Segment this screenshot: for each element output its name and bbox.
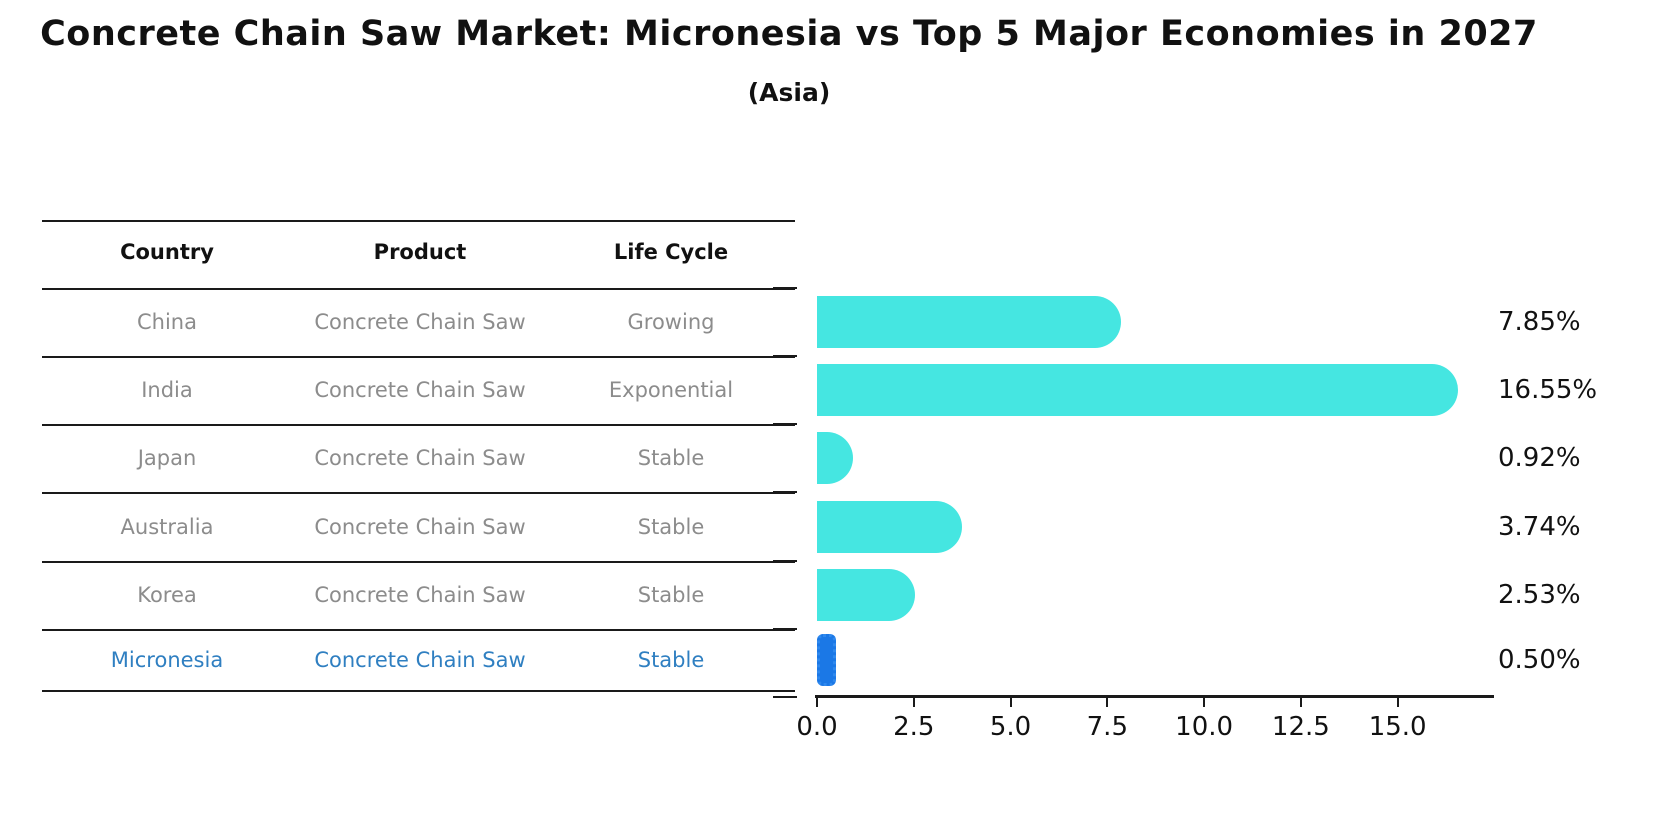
cell-life-cycle: Stable: [637, 446, 705, 470]
table-row-line: [42, 356, 795, 358]
x-axis-line: [815, 695, 1494, 698]
bar-value-label: 0.50%: [1498, 644, 1581, 675]
table-row: India Concrete Chain Saw Exponential: [42, 375, 795, 405]
cell-country: Japan: [137, 446, 197, 470]
cell-life-cycle: Stable: [637, 647, 705, 672]
x-axis-tick: [816, 697, 818, 707]
table-row: Japan Concrete Chain Saw Stable: [42, 443, 795, 473]
x-axis-tick-label: 10.0: [1175, 712, 1234, 742]
table-row-line: [42, 629, 795, 631]
y-axis-tick: [773, 355, 797, 357]
bar: [817, 432, 853, 484]
x-axis-tick: [912, 697, 915, 707]
table-row: Korea Concrete Chain Saw Stable: [42, 580, 795, 610]
cell-life-cycle: Stable: [637, 583, 705, 607]
x-axis-tick-label: 15.0: [1368, 712, 1427, 742]
x-axis-tick: [1009, 697, 1012, 707]
x-axis-tick: [1396, 697, 1399, 707]
table-row: China Concrete Chain Saw Growing: [42, 307, 795, 337]
highlight-bar: [817, 633, 837, 686]
x-axis-tick-label: 12.5: [1271, 712, 1330, 742]
chart-subtitle: (Asia): [747, 78, 831, 107]
x-axis-tick: [1203, 697, 1206, 707]
table-row-line: [42, 561, 795, 563]
bar-value-label: 3.74%: [1498, 511, 1581, 542]
col-header-country: Country: [120, 240, 214, 264]
cell-product: Concrete Chain Saw: [314, 446, 526, 470]
bar-value-label: 7.85%: [1498, 307, 1581, 337]
table-row: Australia Concrete Chain Saw Stable: [42, 512, 795, 542]
cell-product: Concrete Chain Saw: [314, 647, 526, 672]
bar-value-label: 2.53%: [1498, 580, 1581, 610]
y-axis-tick: [773, 287, 797, 289]
x-axis-tick-label: 7.5: [1086, 712, 1128, 742]
bar-value-label: 0.92%: [1498, 443, 1581, 473]
x-axis-tick-label: 2.5: [893, 712, 935, 742]
y-axis-tick: [773, 628, 797, 630]
table-row-line: [42, 424, 795, 426]
x-axis-tick-label: 5.0: [989, 712, 1032, 742]
x-axis-tick: [1106, 697, 1109, 707]
chart-title: Concrete Chain Saw Market: Micronesia vs…: [40, 14, 1538, 54]
table-header-row: Country Product Life Cycle: [42, 237, 795, 267]
cell-product: Concrete Chain Saw: [314, 583, 526, 607]
cell-product: Concrete Chain Saw: [314, 310, 526, 334]
table-row-line: [42, 690, 795, 692]
table-row-line: [42, 492, 795, 494]
cell-country: Australia: [120, 514, 214, 539]
cell-country: Korea: [137, 583, 197, 607]
bar: [817, 569, 915, 621]
cell-country: Micronesia: [110, 647, 224, 672]
cell-product: Concrete Chain Saw: [314, 514, 526, 539]
bar: [817, 500, 962, 553]
table-row-line: [42, 288, 795, 290]
y-axis-tick: [773, 696, 797, 698]
cell-country: China: [137, 310, 197, 334]
col-header-product: Product: [373, 240, 467, 264]
x-axis-tick-label: 0.0: [796, 712, 838, 742]
cell-life-cycle: Exponential: [608, 378, 734, 402]
bar: [817, 296, 1121, 348]
x-axis-tick: [1299, 697, 1302, 707]
cell-product: Concrete Chain Saw: [314, 378, 526, 402]
y-axis-tick: [773, 491, 797, 493]
col-header-life-cycle: Life Cycle: [613, 240, 729, 264]
cell-life-cycle: Stable: [637, 514, 705, 539]
table-row-line: [42, 220, 795, 222]
y-axis-tick: [773, 423, 797, 425]
bar-value-label: 16.55%: [1498, 375, 1598, 405]
cell-country: India: [141, 378, 193, 402]
bar: [817, 364, 1458, 416]
cell-life-cycle: Growing: [627, 310, 715, 334]
table-row: Micronesia Concrete Chain Saw Stable: [42, 645, 795, 675]
y-axis-tick: [773, 560, 797, 562]
